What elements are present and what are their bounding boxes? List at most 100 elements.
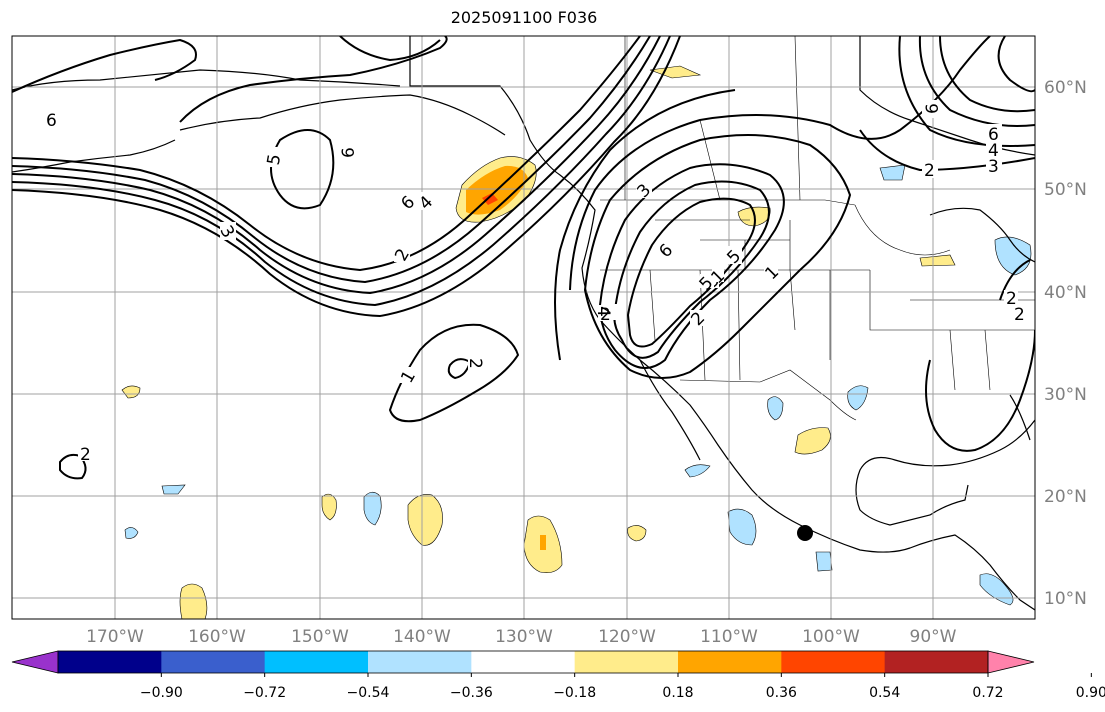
lon-label-120w: 120°W — [598, 627, 656, 647]
contour-north-1 — [12, 38, 197, 93]
contour-label: 2 — [1006, 289, 1017, 309]
contour-label: 3 — [988, 157, 999, 177]
contour-labels: 6 5 6 6 4 2 3 2 1 2 3 2 4 — [44, 100, 1026, 465]
contour-ridge-2 — [613, 180, 770, 359]
contour-east-5 — [997, 36, 1035, 93]
coast-alaska — [12, 69, 506, 136]
shade-patch-blue-8 — [124, 527, 139, 539]
colorbar-tick-label: −0.54 — [347, 685, 390, 701]
contour-trough-2 — [999, 259, 1031, 301]
contour-label: 2 — [80, 445, 91, 465]
contour-low-1 — [270, 129, 335, 210]
contour-trough-1 — [925, 329, 1035, 452]
lon-label-160w: 160°W — [188, 627, 246, 647]
colorbar-cell — [368, 651, 472, 673]
contour-label: 4 — [988, 141, 999, 161]
contour-jet-4 — [12, 36, 671, 307]
colorbar-extend-low — [11, 650, 59, 674]
lat-label-10n: 10°N — [1044, 589, 1087, 609]
shade-patch-blue-7 — [161, 484, 186, 495]
lon-label-130w: 130°W — [495, 627, 553, 647]
shade-patch-blue-9 — [879, 164, 906, 181]
colorbar-tick-label: −0.36 — [450, 685, 493, 701]
colorbar-tick-label: −0.72 — [243, 685, 286, 701]
contour-jet-1 — [12, 36, 641, 272]
coast-great-lakes — [929, 207, 1035, 263]
lon-label-110w: 110°W — [700, 627, 758, 647]
shade-patch-texas — [794, 427, 831, 455]
shade-patch-blue-11 — [979, 573, 1014, 606]
location-marker — [797, 525, 813, 541]
coast-florida — [1009, 394, 1031, 441]
colorbar-tick-label: 0.54 — [869, 685, 900, 701]
shade-patch-gulf-alaska-peak — [482, 193, 498, 205]
lat-label-60n: 60°N — [1044, 78, 1087, 98]
shade-patch-pacific-1 — [407, 494, 443, 546]
contour-label: 6 — [988, 125, 999, 145]
coast-gulf-mexico — [855, 419, 1035, 526]
lat-label-40n: 40°N — [1044, 283, 1087, 303]
lon-label-150w: 150°W — [291, 627, 349, 647]
coast-hudson — [859, 36, 1035, 156]
colorbar-tick-label: 0.18 — [662, 685, 693, 701]
shade-patch-blue-2 — [727, 508, 757, 546]
colorbar-frame — [57, 650, 989, 674]
contour-label: 2 — [465, 358, 485, 369]
colorbar-cell — [471, 651, 576, 673]
colorbar-cell — [781, 651, 886, 673]
lat-label-30n: 30°N — [1044, 385, 1087, 405]
lon-label-90w: 90°W — [910, 627, 957, 647]
colorbar-tick-label: 0.72 — [972, 685, 1003, 701]
latitude-axis: 60°N 50°N 40°N 30°N 20°N 10°N — [1044, 78, 1087, 609]
lat-label-20n: 20°N — [1044, 487, 1087, 507]
contour-label: 6 — [46, 111, 57, 131]
lon-label-140w: 140°W — [393, 627, 451, 647]
lon-label-170w: 170°W — [86, 627, 144, 647]
contour-ridge-outer-3 — [554, 89, 736, 361]
lat-label-50n: 50°N — [1044, 180, 1087, 200]
contour-label: 6 — [339, 147, 359, 158]
gridlines — [12, 36, 1035, 619]
contour-jet-3 — [12, 36, 661, 295]
contour-label: 2 — [924, 161, 935, 181]
shade-patch-blue-3 — [767, 396, 784, 421]
contour-ridge-3 — [626, 197, 756, 348]
contour-label: 6 — [923, 103, 943, 114]
contour-small-1 — [59, 453, 87, 480]
colorbar-cell — [678, 651, 782, 673]
colorbar-tick-label: 0.36 — [766, 685, 797, 701]
colorbar-tick-label: −0.18 — [553, 685, 596, 701]
colorbar-cell — [264, 651, 369, 673]
contour-jet-2 — [12, 36, 651, 284]
colorbar-cell — [161, 651, 266, 673]
contour-east-1 — [918, 36, 1035, 127]
lon-label-100w: 100°W — [802, 627, 860, 647]
contour-ridge-outer-2 — [569, 36, 991, 291]
colorbar-cell — [58, 651, 162, 673]
shade-patch-blue-1 — [363, 491, 382, 526]
shade-patch-pacific-2-core — [540, 535, 546, 550]
colorbar-cell — [884, 651, 989, 673]
contour-label: 2 — [600, 305, 611, 325]
contour-ridge-1 — [598, 163, 785, 369]
contour-label: 4 — [593, 306, 613, 317]
shade-patch-pacific-4 — [627, 525, 647, 542]
colorbar: −0.90 −0.72 −0.54 −0.36 −0.18 0.18 0.36 0.54 0.7… — [11, 650, 1105, 701]
contour-north-2 — [179, 36, 448, 123]
contour-ridge-outer-1 — [583, 134, 852, 380]
shade-patch-pacific-6 — [121, 385, 141, 399]
contour-north-3 — [339, 36, 441, 62]
colorbar-tick-label: −0.90 — [140, 685, 183, 701]
shade-patch-pacific-3 — [321, 493, 337, 521]
contour-east-2 — [939, 36, 1035, 113]
shade-patch-pacific-5 — [179, 583, 208, 619]
shade-patch-north-canada — [649, 65, 702, 79]
shade-patch-blue-4 — [847, 385, 869, 411]
contour-label: 2 — [1014, 305, 1025, 325]
contour-jet-5 — [12, 36, 681, 318]
shade-patch-blue-6 — [815, 551, 833, 572]
contour-label: 5 — [264, 153, 286, 167]
chart-title: 2025091100 F036 — [450, 8, 598, 27]
contour-low-2 — [388, 323, 520, 423]
